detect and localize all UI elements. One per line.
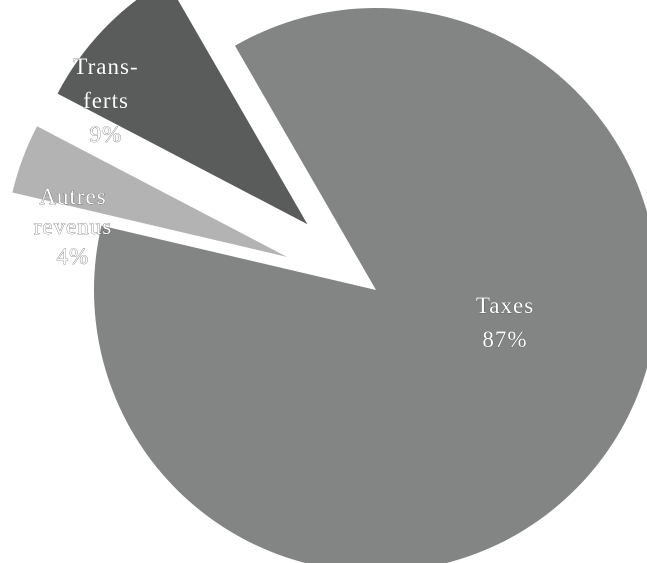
slice-label-autres-revenus: Autres revenus 4%	[34, 184, 113, 269]
pie-labels: Taxes 87% Autres revenus 4% Trans-ferts 9%	[33, 54, 534, 353]
pie-slice-autres-revenus	[12, 126, 287, 257]
slice-label-transferts: Trans-ferts 9%	[73, 54, 138, 147]
slice-label-taxes: Taxes 87%	[476, 293, 534, 352]
pie-slice-taxes	[94, 8, 647, 563]
pie-slices	[12, 0, 647, 563]
pie-slice-transferts	[57, 0, 308, 225]
